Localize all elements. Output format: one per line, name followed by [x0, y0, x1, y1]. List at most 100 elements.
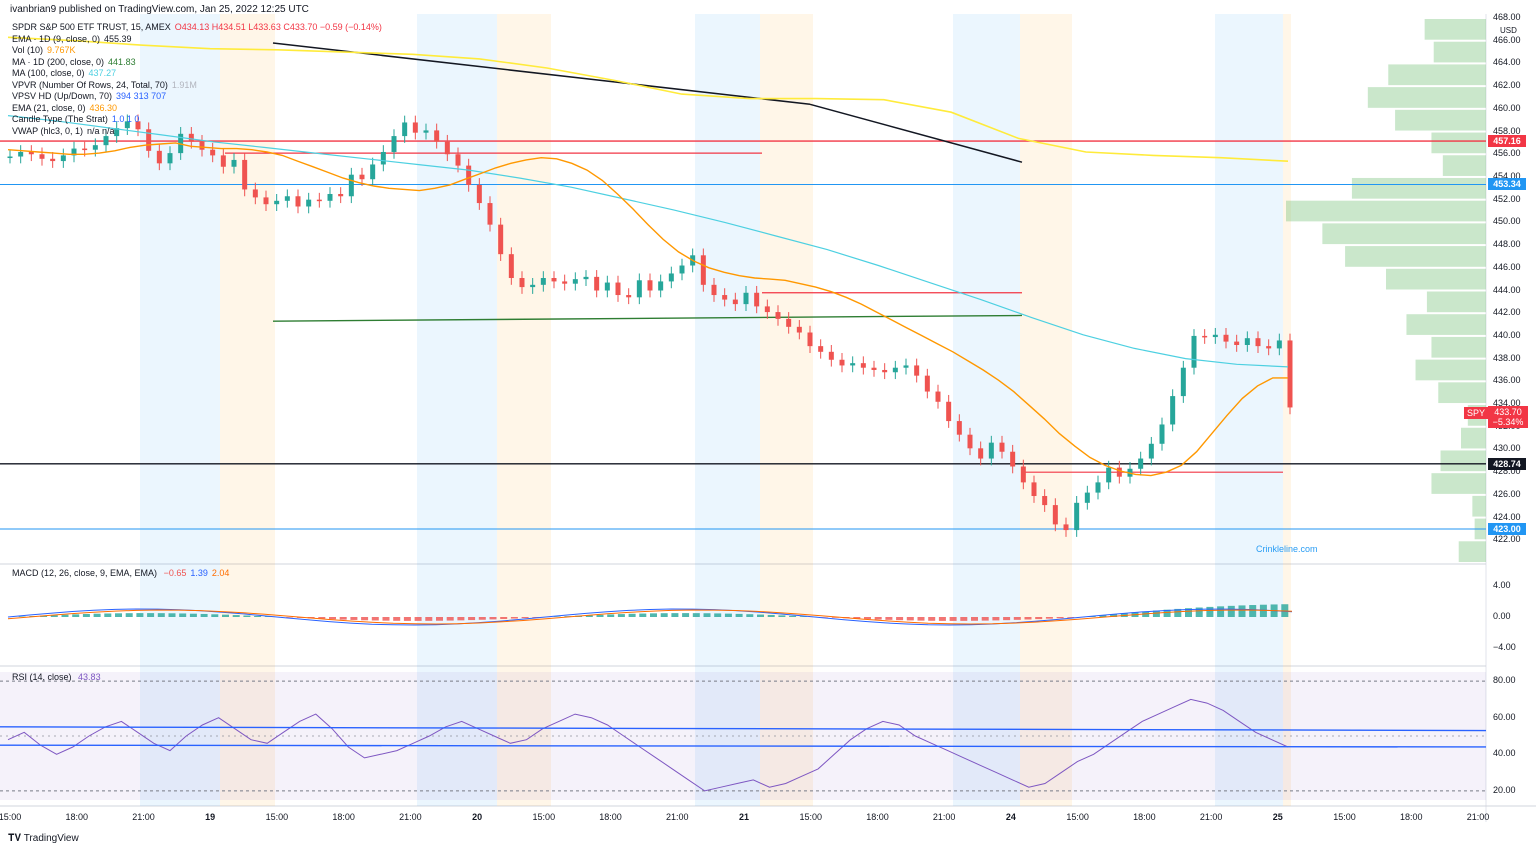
candle-body: [1223, 334, 1229, 342]
candle-body: [1276, 340, 1282, 349]
candle-body: [476, 184, 482, 204]
macd-hist-bar: [992, 617, 1000, 621]
legend-value: O434.13 H434.51 L433.63 C433.70 −0.59 (−…: [174, 22, 382, 32]
candle-body: [882, 369, 888, 373]
candle-body: [967, 434, 973, 449]
price-tick: 426.00: [1493, 488, 1521, 499]
legend-row[interactable]: VWAP (hlc3, 0, 1) n/a n/a: [12, 126, 115, 137]
macd-hist-bar: [778, 615, 786, 617]
price-tick: 466.00: [1493, 34, 1521, 45]
time-tick: 21:00: [666, 812, 689, 822]
legend-row[interactable]: Vol (10) 9.767K: [12, 45, 76, 56]
macd-hist-bar: [885, 617, 893, 620]
macd-hist-bar: [361, 617, 369, 621]
macd-hist-bar: [510, 617, 518, 619]
macd-hist-bar: [1174, 608, 1182, 617]
candle-body: [540, 278, 546, 285]
legend-row[interactable]: EMA · 1D (9, close, 0) 455.39: [12, 34, 132, 45]
macd-hist-bar: [478, 617, 486, 620]
macd-hist-bar: [767, 614, 775, 617]
time-tick: 21:00: [1199, 812, 1223, 822]
macd-hist-bar: [757, 614, 764, 617]
legend-row[interactable]: SPDR S&P 500 ETF TRUST, 15, AMEX O434.13 …: [12, 22, 382, 33]
vpvr-bar: [1458, 541, 1486, 562]
macd-hist-bar: [179, 613, 187, 617]
macd-title: MACD (12, 26, close, 9, EMA, EMA) −0.65 1…: [12, 568, 230, 578]
candle-body: [796, 326, 802, 333]
legend-value: 1.0 1 0: [111, 114, 140, 124]
candle-body: [338, 193, 344, 197]
rsi-tick: 80.00: [1493, 675, 1516, 686]
macd-hist-bar: [724, 613, 732, 617]
legend-row[interactable]: MA · 1D (200, close, 0) 441.83: [12, 57, 136, 68]
time-tick: 18:00: [332, 812, 355, 822]
candle-body: [295, 196, 301, 207]
candle-body: [1287, 340, 1293, 408]
macd-value: −0.65: [163, 568, 187, 578]
time-tick: 19: [205, 812, 216, 822]
session-band-open: [1283, 14, 1291, 806]
macd-hist-bar: [521, 617, 529, 619]
candle-body: [807, 332, 813, 347]
price-tick: 448.00: [1493, 239, 1521, 250]
macd-hist-bar: [1067, 617, 1075, 618]
time-tick: 15:00: [1333, 812, 1356, 822]
price-tick: 428.00: [1493, 466, 1521, 477]
macd-hist-bar: [1110, 614, 1118, 617]
candle-body: [850, 363, 856, 366]
macd-hist-bar: [682, 613, 690, 617]
time-tick: 20: [472, 812, 483, 822]
candle-body: [764, 306, 770, 313]
symbol-tag: SPY: [1464, 407, 1489, 419]
candle-body: [327, 193, 333, 201]
price-tick: 460.00: [1493, 102, 1521, 113]
price-tick: 444.00: [1493, 284, 1521, 295]
tradingview-logo[interactable]: 𝐓𝐕 TradingView: [8, 833, 79, 844]
candle-body: [1031, 482, 1037, 497]
legend-label: SPDR S&P 500 ETF TRUST, 15, AMEX: [12, 22, 171, 32]
legend-row[interactable]: VPSV HD (Up/Down, 70) 394 313 707: [12, 91, 166, 102]
macd-hist-bar: [1056, 617, 1064, 619]
rsi-tick: 20.00: [1493, 784, 1516, 795]
macd-hist-bar: [660, 613, 668, 617]
vpvr-bar: [1472, 495, 1486, 517]
candle-body: [188, 133, 194, 142]
candle-body: [306, 199, 312, 207]
legend-row[interactable]: MA (100, close, 0) 437.27: [12, 68, 116, 79]
vpvr-bar: [1322, 223, 1486, 245]
price-tick: 468.00: [1493, 12, 1521, 22]
legend-row[interactable]: EMA (21, close, 0) 436.30: [12, 103, 117, 114]
candle-body: [1052, 505, 1058, 525]
candle-body: [103, 136, 109, 146]
candle-body: [818, 346, 824, 352]
vpvr-bar: [1388, 64, 1486, 86]
macd-hist-bar: [617, 614, 625, 617]
macd-hist-bar: [1238, 605, 1246, 617]
rsi-trendline: [0, 726, 1487, 732]
price-level-label: 457.16: [1488, 135, 1526, 148]
candle-body: [914, 365, 920, 376]
candle-body: [732, 299, 738, 305]
candle-body: [999, 442, 1005, 452]
legend-label: MA (100, close, 0): [12, 68, 85, 78]
candle-body: [1063, 524, 1069, 531]
macd-hist-bar: [1045, 617, 1053, 619]
candle-body: [711, 284, 717, 296]
session-band-premarket: [417, 14, 497, 806]
legend-row[interactable]: Candle Type (The Strat) 1.0 1 0: [12, 114, 139, 125]
macd-hist-bar: [789, 615, 797, 617]
macd-hist-bar: [371, 617, 379, 621]
vpvr-bar: [1406, 314, 1486, 335]
candle-body: [1191, 335, 1197, 368]
legend-row[interactable]: VPVR (Number Of Rows, 24, Total, 70) 1.91…: [12, 80, 197, 91]
candle-body: [348, 174, 354, 197]
macd-tick: 0.00: [1493, 611, 1511, 621]
macd-hist-bar: [917, 617, 925, 621]
price-tick: 436.00: [1493, 375, 1521, 386]
legend-value: 1.91M: [171, 79, 197, 90]
candle-body: [636, 280, 642, 298]
macd-tick: 4.00: [1493, 580, 1511, 590]
legend-value: 394 313 707: [116, 91, 167, 101]
time-tick: 21: [738, 812, 750, 822]
